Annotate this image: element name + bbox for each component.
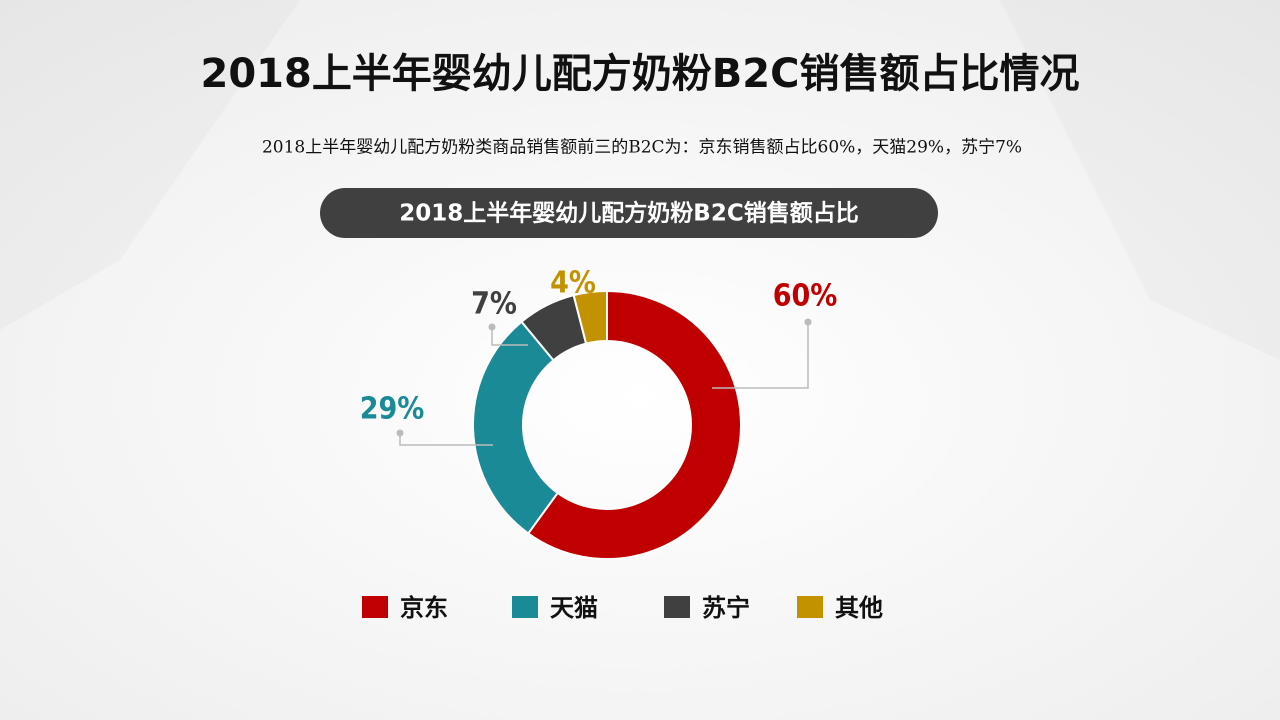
leader-dot (804, 318, 812, 326)
value-label: 7% (471, 287, 517, 322)
leader-dot (488, 323, 496, 331)
legend-swatch (664, 596, 690, 618)
leader-dot (396, 429, 404, 437)
chart-title-pill (320, 188, 938, 238)
legend-label: 其他 (835, 594, 883, 622)
value-label: 29% (360, 392, 425, 427)
legend-label: 京东 (400, 594, 448, 622)
chart-title: 2018上半年婴幼儿配方奶粉B2C销售额占比 (399, 200, 858, 227)
subtitle: 2018上半年婴幼儿配方奶粉类商品销售额前三的B2C为：京东销售额占比60%，天… (262, 138, 1022, 158)
value-label: 4% (550, 266, 596, 301)
donut-segment (572, 289, 608, 345)
legend-swatch (797, 596, 823, 618)
donut-segment (472, 320, 560, 535)
leader-line (491, 327, 528, 346)
donut-segment (526, 289, 742, 560)
legend-swatch (362, 596, 388, 618)
donut-chart: 60% 29% 7% 4% 京东 天猫 苏宁 其他 (360, 266, 883, 623)
leader-line (399, 433, 493, 446)
title: 2018上半年婴幼儿配方奶粉B2C销售额占比情况 (200, 51, 1079, 97)
legend-label: 天猫 (550, 594, 598, 622)
legend-label: 苏宁 (702, 594, 750, 622)
legend-swatch (512, 596, 538, 618)
value-label: 60% (773, 279, 838, 314)
leader-line (712, 322, 809, 389)
